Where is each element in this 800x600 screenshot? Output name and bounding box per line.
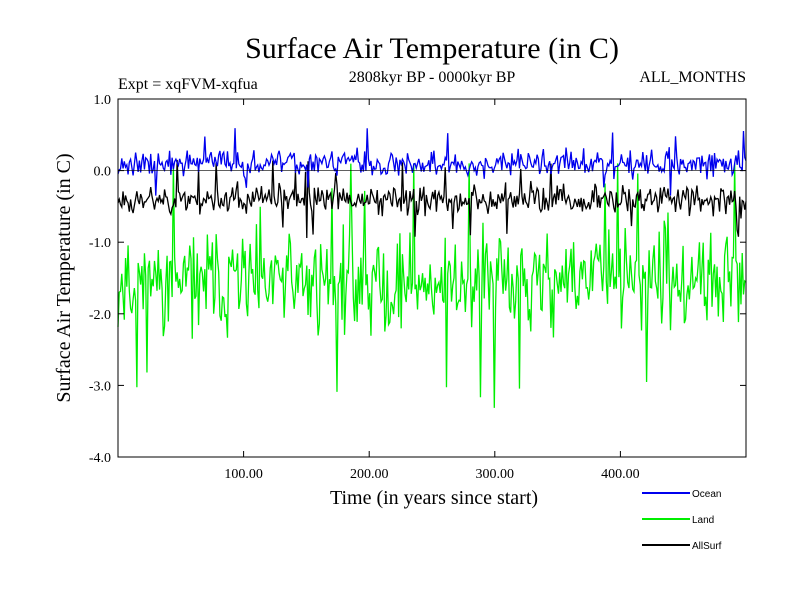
series-allsurf (117, 159, 747, 239)
y-tick-label: -2.0 (89, 308, 111, 323)
legend-label-land: Land (692, 515, 714, 526)
y-axis: 1.0 0.0 -1.0 -2.0 -3.0 -4.0 (89, 93, 746, 466)
x-tick-label: 400.00 (601, 467, 640, 482)
series-land (117, 163, 747, 408)
y-tick-label: 0.0 (94, 165, 112, 180)
chart-title: Surface Air Temperature (in C) (245, 32, 619, 65)
y-tick-label: -1.0 (89, 236, 111, 251)
x-axis: 100.00 200.00 300.00 400.00 (224, 99, 640, 482)
plot-frame (117, 98, 747, 458)
legend-label-allsurf: AllSurf (692, 541, 722, 552)
expt-label: Expt = xqFVM-xqfua (118, 76, 258, 93)
y-axis-label: Surface Air Temperature (in C) (53, 153, 75, 402)
series-layer (117, 128, 747, 408)
y-tick-label: 1.0 (94, 93, 112, 108)
legend-label-ocean: Ocean (692, 489, 721, 500)
period-label: 2808kyr BP - 0000kyr BP (349, 69, 516, 86)
y-tick-label: -3.0 (89, 379, 111, 394)
months-label: ALL_MONTHS (639, 69, 746, 86)
series-ocean (117, 128, 747, 196)
legend: Ocean Land AllSurf (642, 489, 722, 552)
x-tick-label: 300.00 (476, 467, 515, 482)
x-axis-label: Time (in years since start) (330, 487, 538, 509)
x-tick-label: 200.00 (350, 467, 389, 482)
x-tick-label: 100.00 (224, 467, 263, 482)
y-tick-label: -4.0 (89, 451, 111, 466)
